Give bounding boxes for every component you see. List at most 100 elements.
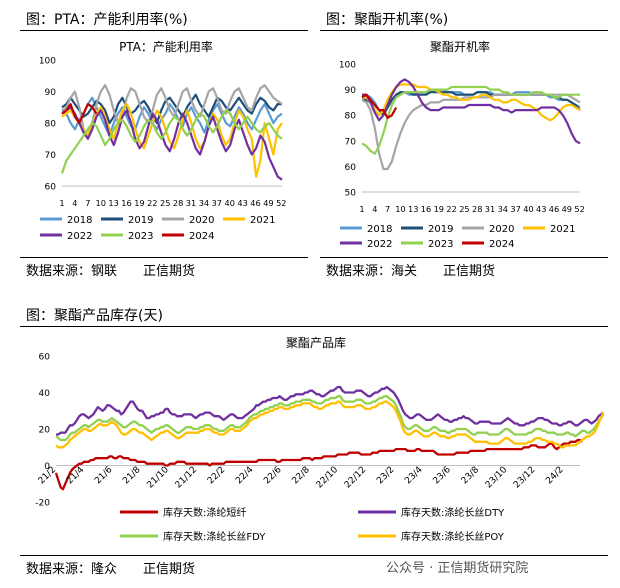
series-line-short — [54, 438, 584, 491]
legend-label: 库存天数:涤纶短纤 — [163, 506, 246, 519]
x-tick-label: 49 — [263, 198, 273, 208]
x-tick-label: 34 — [498, 204, 508, 214]
x-tick-label: 22 — [446, 204, 456, 214]
y-tick-label: 80 — [345, 112, 357, 122]
series-line-poy — [55, 400, 605, 449]
divider — [20, 326, 608, 327]
x-tick-label: 23/8 — [460, 465, 482, 487]
x-tick-label: 16 — [421, 204, 431, 214]
divider — [20, 30, 308, 31]
divider — [320, 257, 608, 258]
y-tick-label: 70 — [45, 151, 57, 161]
x-tick-label: 21/2 — [37, 465, 58, 486]
x-tick-label: 1 — [59, 198, 64, 208]
x-tick-label: 46 — [250, 198, 260, 208]
x-tick-label: 23/12 — [512, 465, 537, 490]
polyester-rate-chart: 聚酯开机率 50 60 70 80 90 100 1 4 7 10 13 16 19 22 25 28 31 34 3… — [339, 39, 585, 250]
x-tick-label: 23/2 — [375, 465, 396, 486]
x-tick-label: 52 — [574, 204, 584, 214]
x-tick-label: 52 — [276, 198, 286, 208]
series-line-2022 — [61, 106, 283, 181]
chart-title: PTA：产能利用率 — [119, 39, 213, 54]
y-tick-label: 90 — [45, 88, 57, 98]
series-line-2022 — [362, 78, 581, 145]
legend-label: 库存天数:涤纶长丝DTY — [401, 506, 505, 519]
y-tick-label: 60 — [45, 183, 57, 193]
x-tick-label: 40 — [523, 204, 533, 214]
legend-label: 库存天数:涤纶长丝POY — [401, 530, 505, 543]
x-tick-label: 28 — [472, 204, 482, 214]
legend-label: 2024 — [189, 231, 214, 242]
x-tick-label: 31 — [485, 204, 495, 214]
series-line-2020 — [61, 84, 283, 137]
x-tick-label: 23/10 — [484, 465, 510, 491]
source-text-pta: 数据来源：钢联 正信期货 — [26, 264, 196, 279]
series-line-2024 — [61, 102, 98, 125]
x-tick-label: 10 — [95, 198, 105, 208]
series-line-dty — [56, 385, 605, 436]
series-line-2023 — [60, 109, 283, 174]
x-tick-label: 1 — [359, 204, 364, 214]
source-text-polyester-rate: 数据来源：海关 正信期货 — [326, 264, 496, 279]
y-tick-label: 40 — [39, 389, 51, 399]
x-tick-label: 25 — [160, 198, 170, 208]
x-tick-label: 4 — [72, 198, 77, 208]
y-tick-label: 100 — [39, 57, 56, 67]
x-tick-label: 40 — [224, 198, 234, 208]
y-tick-label: 20 — [39, 426, 51, 436]
y-tick-label: 0 — [44, 462, 50, 472]
y-tick-label: 100 — [339, 61, 356, 71]
x-tick-label: 43 — [237, 198, 247, 208]
y-tick-label: 70 — [345, 137, 357, 147]
x-tick-label: 21/8 — [121, 465, 143, 487]
x-tick-label: 4 — [372, 204, 377, 214]
legend-label: 2022 — [367, 239, 392, 250]
x-tick-label: 22/10 — [315, 465, 341, 491]
x-tick-label: 19 — [434, 204, 444, 214]
x-tick-label: 7 — [385, 204, 390, 214]
x-tick-label: 13 — [408, 204, 418, 214]
series-line-2024 — [361, 93, 398, 119]
chart-title: 聚酯产品库 — [286, 335, 346, 350]
x-tick-label: 37 — [212, 198, 222, 208]
x-tick-label: 13 — [108, 198, 118, 208]
panel-header-polyester-rate: 图：聚酯开机率(%) — [326, 12, 449, 28]
series-line-2023 — [361, 85, 580, 155]
x-tick-label: 28 — [173, 198, 183, 208]
x-tick-label: 22/2 — [206, 465, 227, 486]
x-tick-label: 10 — [395, 204, 405, 214]
x-tick-label: 23/6 — [432, 465, 454, 487]
x-tick-label: 21/4 — [65, 465, 87, 487]
legend-label: 2019 — [128, 215, 153, 226]
x-tick-label: 23/4 — [403, 465, 425, 487]
x-tick-label: 16 — [121, 198, 131, 208]
x-tick-label: 19 — [134, 198, 144, 208]
divider — [20, 257, 308, 258]
x-tick-label: 49 — [562, 204, 572, 214]
divider — [20, 555, 608, 556]
legend-label: 2019 — [428, 224, 453, 235]
x-tick-label: 25 — [459, 204, 469, 214]
y-tick-label: 80 — [45, 120, 57, 130]
x-tick-label: 21/6 — [93, 465, 115, 487]
divider — [320, 30, 608, 31]
inventory-chart: 聚酯产品库 -20 0 20 40 60 21/2 21/4 21/6 21/8 21/10 21/1… — [35, 335, 605, 543]
y-tick-label: 50 — [345, 189, 357, 199]
legend-label: 2021 — [550, 224, 575, 235]
chart-title: 聚酯开机率 — [430, 39, 490, 54]
y-tick-label: 60 — [345, 163, 357, 173]
x-tick-label: 22/12 — [343, 465, 368, 490]
x-tick-label: 21/12 — [174, 465, 199, 490]
x-tick-label: 22/6 — [262, 465, 284, 487]
x-tick-label: 43 — [536, 204, 546, 214]
panel-header-inventory: 图：聚酯产品库存(天) — [26, 308, 163, 324]
x-tick-label: 22/4 — [234, 465, 256, 487]
x-tick-label: 34 — [199, 198, 209, 208]
series-line-fdy — [55, 395, 605, 442]
legend-label: 2020 — [189, 215, 214, 226]
legend-label: 2024 — [489, 239, 514, 250]
x-tick-label: 22 — [147, 198, 157, 208]
legend-label: 2023 — [128, 231, 153, 242]
y-tick-label: 60 — [39, 353, 51, 363]
